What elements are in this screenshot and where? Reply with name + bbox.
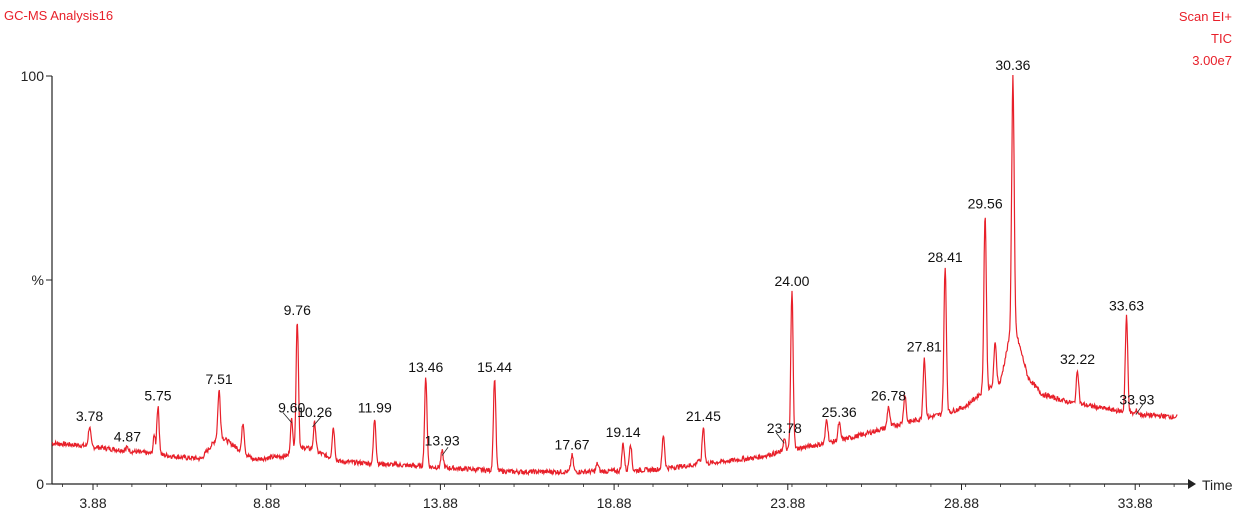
- peak-label: 33.93: [1119, 392, 1154, 408]
- chart-title: GC-MS Analysis16: [4, 8, 114, 23]
- peak-label: 4.87: [114, 428, 141, 444]
- peak-label: 13.46: [408, 359, 443, 375]
- x-tick-label: 23.88: [770, 495, 805, 511]
- peak-label: 25.36: [822, 404, 857, 420]
- x-tick-label: 13.88: [423, 495, 458, 511]
- peak-leader-line: [441, 447, 449, 456]
- y-tick-label: 100: [21, 68, 45, 84]
- scan-mode-label: Scan EI+: [1178, 9, 1232, 24]
- tic-trace: [51, 74, 1178, 477]
- peak-label: 32.22: [1060, 351, 1095, 367]
- acquisition-info: Scan EI+ TIC 3.00e7: [1179, 6, 1232, 72]
- peak-label: 9.60: [278, 400, 305, 416]
- y-tick-label: %: [32, 272, 44, 288]
- peak-label: 27.81: [907, 339, 942, 355]
- peak-label: 23.78: [767, 420, 802, 436]
- x-tick-label: 33.88: [1118, 495, 1153, 511]
- y-tick-label: 0: [36, 476, 44, 492]
- peak-label: 33.63: [1109, 298, 1144, 314]
- trace-label: TIC: [1211, 31, 1232, 46]
- peak-label: 10.26: [297, 404, 332, 420]
- peak-label: 5.75: [144, 387, 171, 403]
- x-tick-label: 8.88: [253, 495, 280, 511]
- x-axis-label: Time: [1202, 477, 1233, 493]
- peak-label: 19.14: [606, 424, 641, 440]
- peak-label: 15.44: [477, 359, 512, 375]
- peak-label: 21.45: [686, 408, 721, 424]
- peak-label: 7.51: [205, 371, 232, 387]
- peak-label: 3.78: [76, 408, 103, 424]
- peak-label: 28.41: [928, 249, 963, 265]
- x-tick-label: 28.88: [944, 495, 979, 511]
- peak-label: 11.99: [358, 400, 392, 416]
- peak-label: 30.36: [995, 57, 1030, 73]
- peak-label: 24.00: [774, 273, 809, 289]
- peak-leader-line: [1135, 404, 1144, 415]
- peak-leader-line: [312, 416, 322, 428]
- x-tick-label: 18.88: [597, 495, 632, 511]
- peak-label: 17.67: [555, 436, 590, 452]
- peak-leader-line: [776, 432, 785, 444]
- intensity-scale-label: 3.00e7: [1192, 53, 1232, 68]
- peak-label: 29.56: [968, 196, 1003, 212]
- peak-label: 13.93: [425, 432, 460, 448]
- peak-label: 26.78: [871, 387, 906, 403]
- x-tick-label: 3.88: [79, 495, 106, 511]
- x-axis-arrow: [1188, 479, 1196, 489]
- peak-label: 9.76: [284, 302, 311, 318]
- peak-leader-line: [282, 412, 293, 424]
